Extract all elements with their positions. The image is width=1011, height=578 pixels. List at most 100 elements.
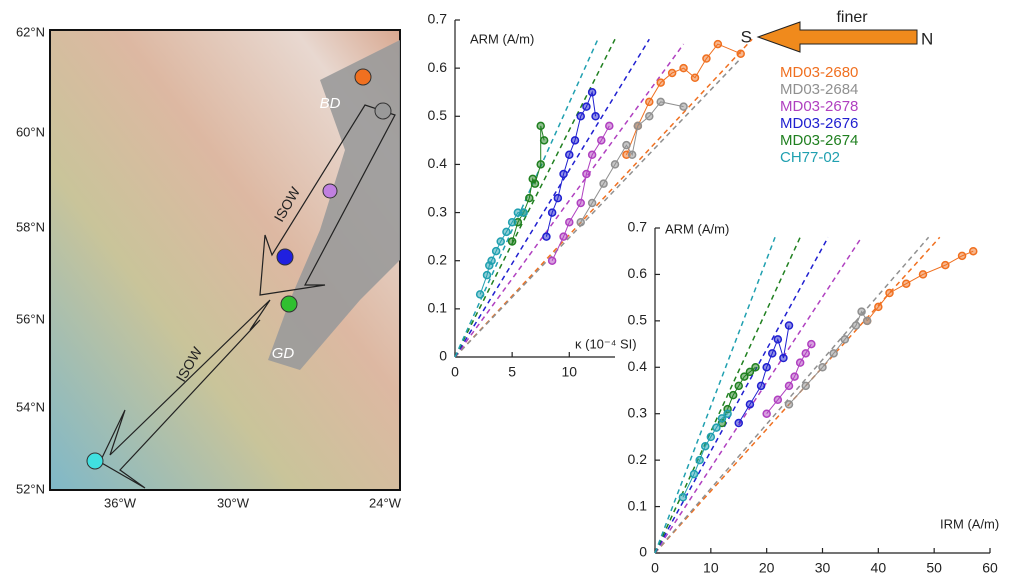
- series-line: [625, 43, 741, 155]
- site: [280, 295, 298, 313]
- point: [701, 441, 710, 451]
- y-tick-label: 0.2: [428, 251, 448, 267]
- legend-entry: MD03-2680: [780, 64, 858, 81]
- map: 62°N 60°N 58°N 56°N 54°N 52°N 36°W 30°W …: [16, 24, 402, 510]
- site: [354, 68, 372, 86]
- current-arrow: [259, 104, 396, 296]
- point: [713, 39, 723, 49]
- point: [728, 390, 738, 400]
- point: [779, 353, 788, 363]
- point: [784, 321, 794, 330]
- y-tick-label: 0: [639, 544, 647, 560]
- point: [482, 270, 492, 280]
- series-line: [545, 90, 597, 237]
- trend-line: [654, 236, 801, 554]
- direction: finer S N: [741, 9, 933, 53]
- direction-label: finer: [836, 9, 868, 26]
- point: [745, 400, 755, 409]
- point: [784, 381, 794, 391]
- legend-entry: MD03-2674: [780, 132, 858, 149]
- drift-area: [268, 40, 400, 370]
- x-tick-label: 0: [651, 560, 659, 576]
- point: [857, 307, 866, 316]
- y-tick-label: 0.1: [428, 300, 448, 316]
- point: [576, 217, 585, 227]
- point: [656, 97, 665, 107]
- point: [762, 409, 771, 418]
- point: [862, 316, 872, 326]
- lon-label: 36°W: [104, 495, 137, 510]
- point: [645, 97, 654, 107]
- point: [582, 169, 591, 179]
- point: [565, 217, 574, 227]
- point: [576, 198, 585, 208]
- point: [679, 63, 688, 73]
- point: [969, 246, 978, 256]
- point: [536, 160, 545, 169]
- point: [902, 279, 911, 288]
- x-tick-label: 5: [508, 364, 516, 380]
- point: [547, 208, 557, 217]
- point: [706, 432, 716, 442]
- point: [656, 78, 665, 87]
- y-tick-label: 0.4: [628, 358, 648, 374]
- point: [565, 150, 574, 160]
- trend-line: [454, 43, 685, 358]
- point: [547, 256, 557, 265]
- point: [605, 121, 614, 131]
- trend-line: [454, 38, 650, 358]
- point: [734, 418, 743, 428]
- point: [491, 246, 501, 256]
- y-tick-label: 0.1: [628, 497, 648, 513]
- point: [679, 102, 688, 111]
- point: [525, 193, 534, 203]
- point: [570, 136, 580, 145]
- point: [587, 87, 597, 97]
- point: [539, 136, 549, 145]
- point: [610, 160, 620, 169]
- point: [487, 256, 496, 265]
- site: [86, 452, 104, 470]
- point: [507, 217, 517, 227]
- legend-entry: MD03-2678: [780, 98, 858, 115]
- point: [591, 112, 600, 121]
- point: [690, 73, 700, 83]
- point: [918, 270, 928, 279]
- point: [957, 251, 967, 261]
- point: [599, 179, 608, 188]
- point: [712, 423, 721, 432]
- point: [695, 455, 704, 465]
- y-tick-label: 0.7: [428, 11, 448, 27]
- x-axis-label: κ (10⁻⁴ SI): [575, 336, 637, 351]
- lat-label: 52°N: [16, 481, 45, 496]
- point: [597, 136, 606, 145]
- plot: 0 0.1 0.2 0.3 0.4 0.5 0.6 0.7 0 10 20 30 40 50 60 ARM (…: [628, 219, 1000, 576]
- x-tick-label: 10: [561, 364, 577, 380]
- legend-entry: MD03-2676: [780, 115, 858, 132]
- x-tick-label: 60: [982, 560, 998, 576]
- point: [762, 363, 771, 372]
- point: [734, 381, 743, 391]
- y-tick-label: 0: [439, 348, 447, 364]
- x-tick-label: 40: [871, 560, 887, 576]
- trend-line: [654, 237, 776, 554]
- point: [874, 302, 883, 312]
- x-tick-label: 30: [815, 560, 831, 576]
- y-axis-label: ARM (A/m): [665, 221, 729, 236]
- legend-entry: CH77-02: [780, 149, 840, 166]
- trend-line: [454, 38, 753, 358]
- series-line: [580, 101, 684, 223]
- point: [627, 150, 637, 160]
- point: [587, 198, 597, 208]
- point: [559, 169, 568, 179]
- point: [502, 227, 511, 237]
- site: [322, 183, 338, 199]
- region-label: GD: [272, 345, 295, 362]
- point: [829, 349, 838, 358]
- point: [645, 112, 654, 121]
- point: [784, 400, 794, 409]
- point: [542, 232, 551, 241]
- point: [773, 395, 783, 405]
- point: [519, 208, 528, 217]
